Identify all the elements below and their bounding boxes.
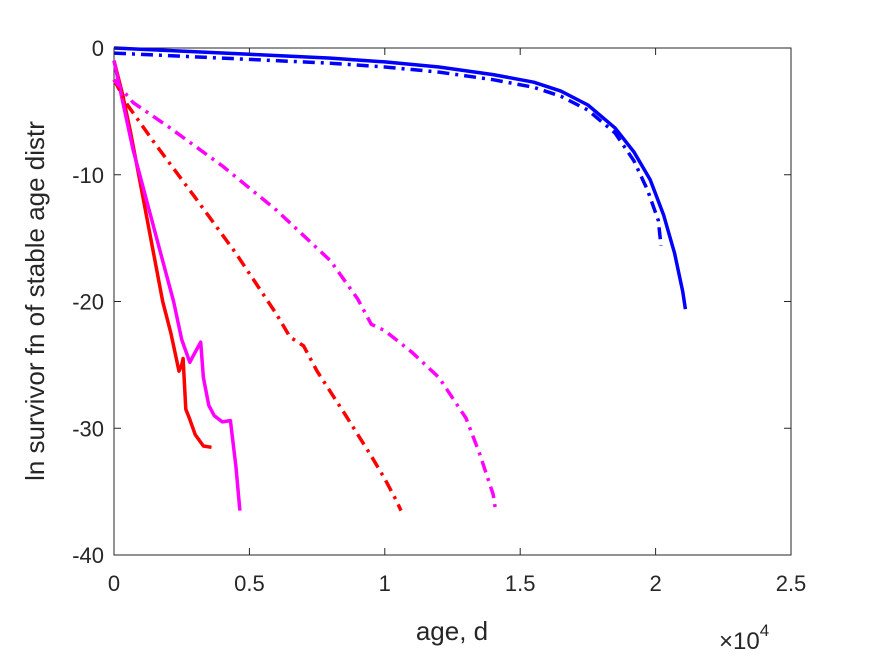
axes-box xyxy=(113,47,792,556)
series-line-2-dashdot xyxy=(113,51,663,246)
x-axis-ticks: 0 0.5 1 1.5 2 2.5 xyxy=(108,48,806,596)
y-tick-label: 0 xyxy=(92,36,104,61)
x-axis-exponent: ×104 xyxy=(719,621,769,655)
x-axis-exponent-power: 4 xyxy=(760,621,769,640)
x-tick-label: 1.5 xyxy=(505,571,536,596)
y-tick-label: -10 xyxy=(72,163,104,188)
x-axis-label: age, d xyxy=(416,616,488,646)
y-tick-label: -20 xyxy=(72,290,104,315)
y-tick-label: -40 xyxy=(72,543,104,568)
plot-area xyxy=(113,47,792,556)
series-line-4-solid xyxy=(112,60,242,511)
series-layer xyxy=(112,46,688,513)
series-line-1-solid xyxy=(113,46,688,310)
x-tick-label: 1 xyxy=(379,571,391,596)
x-tick-label: 2 xyxy=(649,571,661,596)
series-line-5-dashdot xyxy=(112,78,403,512)
x-tick-label: 0 xyxy=(108,571,120,596)
y-axis-label: ln survivor fn of stable age distr xyxy=(20,121,50,481)
y-tick-label: -30 xyxy=(72,416,104,441)
x-tick-label: 2.5 xyxy=(776,571,807,596)
x-axis-exponent-base: ×10 xyxy=(719,628,760,655)
y-axis-ticks: -40 -30 -20 -10 0 xyxy=(72,36,791,568)
series-line-6-dashdot xyxy=(112,78,498,513)
x-tick-label: 0.5 xyxy=(234,571,265,596)
